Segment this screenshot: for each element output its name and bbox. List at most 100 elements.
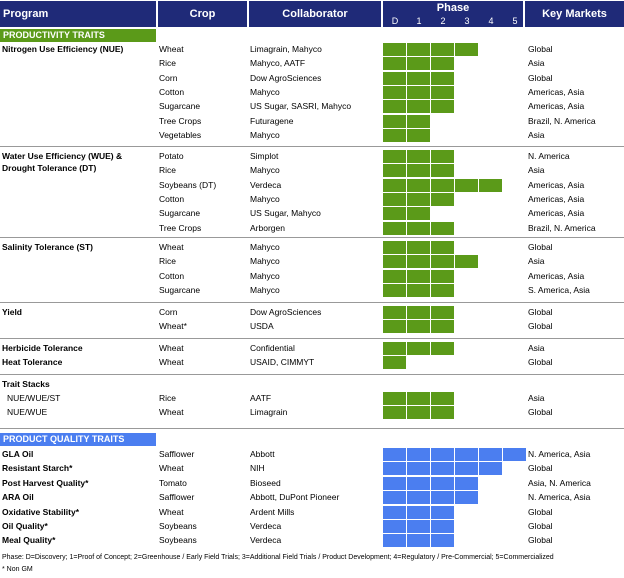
- collaborator-cell: Confidential: [250, 343, 295, 353]
- phase-bar-segment: [407, 283, 431, 297]
- crop-cell: Wheat: [159, 343, 184, 353]
- collaborator-cell: Simplot: [250, 151, 279, 161]
- market-cell: Asia: [528, 129, 545, 140]
- program-name: GLA Oil: [2, 449, 34, 459]
- phase-bar-segment: [407, 221, 431, 235]
- market-cell: Global: [528, 307, 553, 317]
- collaborator-cell: US Sugar, SASRI, Mahyco: [250, 101, 352, 112]
- collaborator-header: Collaborator: [249, 1, 381, 27]
- phase-bar-segment: [383, 320, 407, 334]
- phase-bar-segment: [431, 85, 455, 99]
- phase-bar-segment: [455, 462, 479, 476]
- crop-cell: Sugarcane: [159, 101, 201, 112]
- program-name: Oil Quality*: [2, 521, 48, 531]
- collaborator-cell: AATF: [250, 393, 272, 403]
- crop-cell: Rice: [159, 256, 177, 267]
- program-name: Meal Quality*: [2, 535, 56, 546]
- markets-header-label: Key Markets: [542, 8, 607, 20]
- phase-bar-segment: [479, 462, 503, 476]
- phase-bar-segment: [455, 476, 479, 490]
- market-cell: Asia, N. America: [528, 477, 591, 488]
- crop-cell: Rice: [159, 165, 177, 176]
- program-name: Salinity Tolerance (ST): [2, 242, 94, 252]
- program-name: NUE/WUE: [7, 407, 48, 417]
- crop-cell: Wheat: [159, 242, 184, 252]
- market-cell: Americas, Asia: [528, 208, 585, 219]
- market-cell: Asia: [528, 165, 545, 176]
- crop-cell: Wheat: [159, 357, 184, 367]
- market-cell: Asia: [528, 58, 545, 69]
- phase-bar-segment: [455, 491, 479, 505]
- market-cell: Americas, Asia: [528, 86, 585, 97]
- market-cell: N. America, Asia: [528, 492, 591, 503]
- phase-bar-segment: [383, 128, 407, 142]
- phase-bar-segment: [431, 178, 455, 192]
- crop-cell: Soybeans: [159, 535, 197, 546]
- phase-bar-segment: [383, 306, 407, 319]
- market-cell: Global: [528, 506, 553, 517]
- collaborator-cell: Verdeca: [250, 535, 282, 546]
- markets-header: Key Markets: [525, 1, 624, 27]
- phase-header-label: Phase: [436, 2, 470, 14]
- crop-cell: Wheat*: [159, 321, 187, 332]
- phase-bar-segment: [479, 178, 503, 192]
- phase-label-5: 5: [512, 16, 518, 26]
- phase-bar-segment: [383, 241, 407, 254]
- phase-bar-segment: [431, 491, 455, 505]
- crop-cell: Wheat: [159, 44, 184, 54]
- market-cell: Global: [528, 521, 553, 531]
- market-cell: Americas, Asia: [528, 193, 585, 204]
- crop-cell: Sugarcane: [159, 208, 201, 219]
- phase-bar-segment: [407, 342, 431, 355]
- collaborator-cell: Mahyco, AATF: [250, 58, 306, 69]
- phase-bar-segment: [407, 269, 431, 283]
- phase-bar-segment: [383, 462, 407, 476]
- phase-bar-segment: [383, 491, 407, 505]
- productivity-section-label: PRODUCTIVITY TRAITS: [0, 29, 156, 42]
- crop-cell: Wheat: [159, 407, 184, 417]
- phase-bar-segment: [383, 192, 407, 206]
- phase-bar-segment: [383, 43, 407, 56]
- program-header-label: Program: [3, 8, 49, 20]
- non-gm-footnote: * Non GM: [2, 566, 33, 573]
- program-name: Water Use Efficiency (WUE) &: [2, 151, 123, 161]
- crop-header-label: Crop: [189, 8, 216, 20]
- collaborator-cell: Abbott, DuPont Pioneer: [250, 492, 340, 503]
- phase-bar-segment: [431, 448, 455, 461]
- phase-bar-segment: [431, 71, 455, 85]
- program-name: Post Harvest Quality*: [2, 477, 89, 488]
- crop-cell: Tree Crops: [159, 115, 202, 126]
- collaborator-cell: Ardent Mills: [250, 506, 295, 517]
- row-separator: [0, 302, 624, 303]
- phase-bar-segment: [383, 406, 407, 419]
- crop-cell: Cotton: [159, 270, 185, 281]
- market-cell: Global: [528, 242, 553, 252]
- market-cell: Asia: [528, 343, 545, 353]
- phase-bar-segment: [407, 207, 431, 221]
- phase-bar-segment: [407, 320, 431, 334]
- collaborator-cell: Mahyco: [250, 86, 280, 97]
- market-cell: Global: [528, 463, 553, 474]
- phase-bar-segment: [383, 207, 407, 221]
- program-name: Drought Tolerance (DT): [2, 163, 97, 173]
- market-cell: S. America, Asia: [528, 284, 590, 295]
- market-cell: Global: [528, 535, 553, 546]
- phase-bar-segment: [431, 320, 455, 334]
- collaborator-cell: Dow AgroSciences: [250, 307, 322, 317]
- crop-cell: Vegetables: [159, 129, 202, 140]
- phase-bar-segment: [383, 57, 407, 71]
- phase-bar-segment: [383, 520, 407, 533]
- phase-label-3: 3: [464, 16, 470, 26]
- phase-bar-segment: [431, 269, 455, 283]
- phase-bar-segment: [383, 534, 407, 548]
- phase-bar-segment: [407, 114, 431, 128]
- collaborator-cell: US Sugar, Mahyco: [250, 208, 321, 219]
- phase-bar-segment: [431, 192, 455, 206]
- phase-bar-segment: [383, 164, 407, 178]
- phase-bar-segment: [431, 57, 455, 71]
- program-name: ARA Oil: [2, 492, 34, 503]
- collaborator-cell: USDA: [250, 321, 274, 332]
- market-cell: Global: [528, 407, 553, 417]
- crop-cell: Tomato: [159, 477, 187, 488]
- phase-bar-segment: [431, 406, 455, 419]
